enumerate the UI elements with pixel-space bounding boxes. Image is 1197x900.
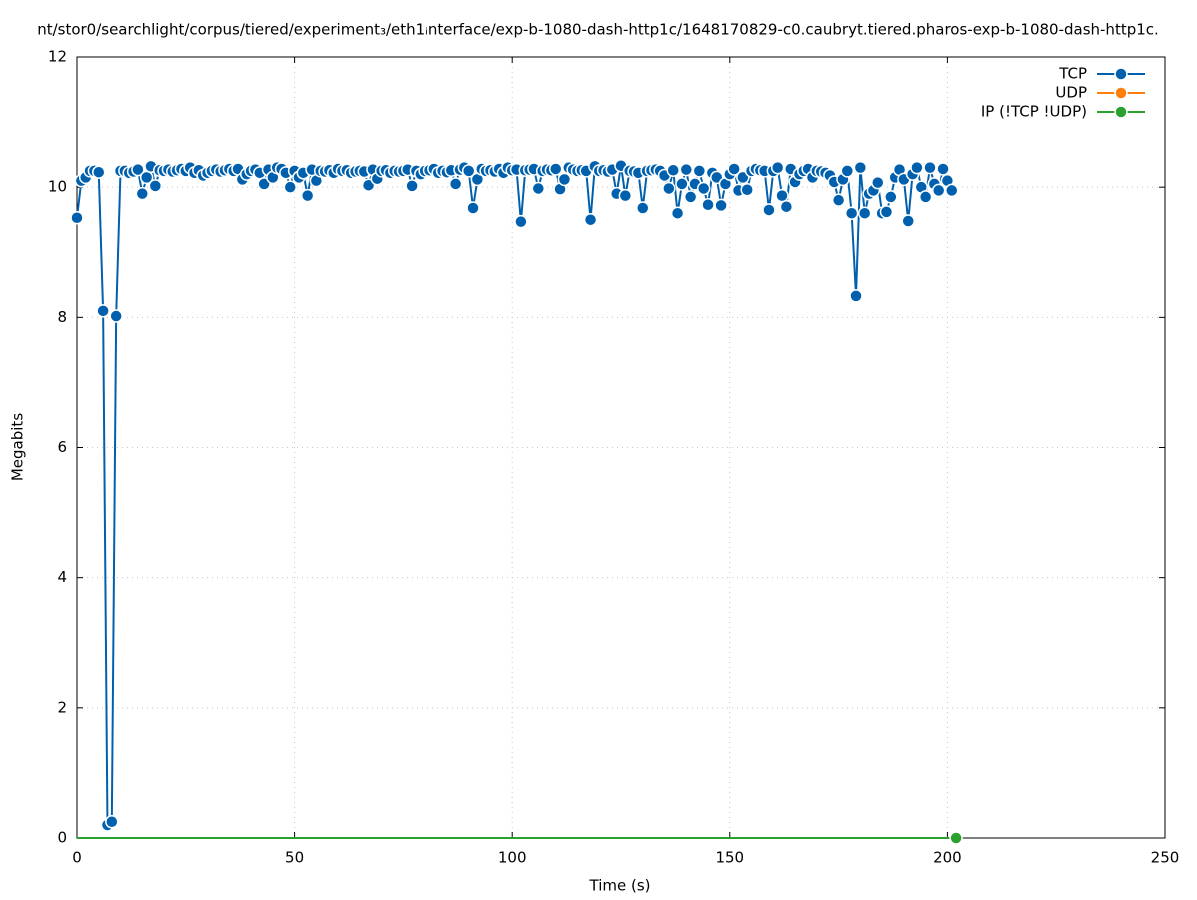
data-point [879,205,894,219]
legend-marker [1114,86,1128,100]
y-axis-label: Megabits [9,413,27,481]
data-point [662,181,676,196]
data-point [936,162,950,176]
data-point [884,190,898,204]
data-point [857,206,872,220]
legend-label: UDP [1055,84,1087,102]
data-point [762,203,776,217]
x-tick-label: 200 [933,849,962,867]
data-point [405,179,419,193]
data-point [135,186,150,201]
y-tick-label: 10 [48,178,67,196]
data-point [70,211,84,225]
data-point [692,164,707,178]
data-point [675,177,689,191]
x-tick-label: 150 [715,849,744,867]
x-tick-label: 0 [72,849,82,867]
x-tick-label: 250 [1151,849,1180,867]
data-point [148,179,163,193]
data-point [618,188,633,203]
data-point [779,199,794,214]
data-point [714,198,728,213]
data-point [466,201,480,215]
y-tick-label: 6 [57,438,67,456]
data-point [514,214,528,229]
y-tick-label: 0 [57,829,67,847]
x-axis-label: Time (s) [589,877,651,895]
data-point [583,212,598,227]
data-point [901,214,915,228]
data-point [853,160,868,175]
y-tick-label: 8 [57,308,67,326]
data-point [557,172,572,187]
data-point [727,162,741,176]
x-tick-label: 100 [498,849,527,867]
data-point [918,190,933,204]
x-tick-label: 50 [285,849,304,867]
data-point [840,164,855,178]
data-point [96,304,110,318]
legend-label: TCP [1058,65,1087,83]
data-point [283,180,297,194]
y-tick-label: 12 [48,48,67,66]
data-point [831,193,846,207]
data-point [910,160,924,175]
data-point [775,188,789,203]
data-point [931,183,946,198]
data-point [849,289,863,303]
data-point [871,175,885,190]
data-point [461,164,476,178]
chart-title: nt/stor0/searchlight/corpus/tiered/exper… [37,21,1159,39]
data-point [105,814,119,829]
data-point [740,183,754,197]
data-point [945,183,959,198]
y-tick-label: 2 [57,698,67,716]
data-point [923,160,937,175]
data-point [666,163,680,177]
data-point [844,206,859,220]
series-line [76,162,953,827]
legend-marker [1114,105,1128,119]
data-point [770,160,785,175]
data-point [448,177,463,191]
data-point [548,162,563,176]
data-point [949,831,963,845]
data-point [131,162,145,177]
data-point [92,165,106,179]
data-point [696,181,711,196]
data-point [683,190,698,204]
legend-marker [1114,67,1128,81]
data-point [300,188,315,203]
data-point [701,197,715,212]
data-point [636,201,650,215]
data-point [109,309,123,323]
y-tick-label: 4 [57,568,67,586]
legend-label: IP (!TCP !UDP) [981,103,1087,121]
data-point [679,162,694,177]
data-point [670,206,685,220]
data-point [531,181,546,196]
